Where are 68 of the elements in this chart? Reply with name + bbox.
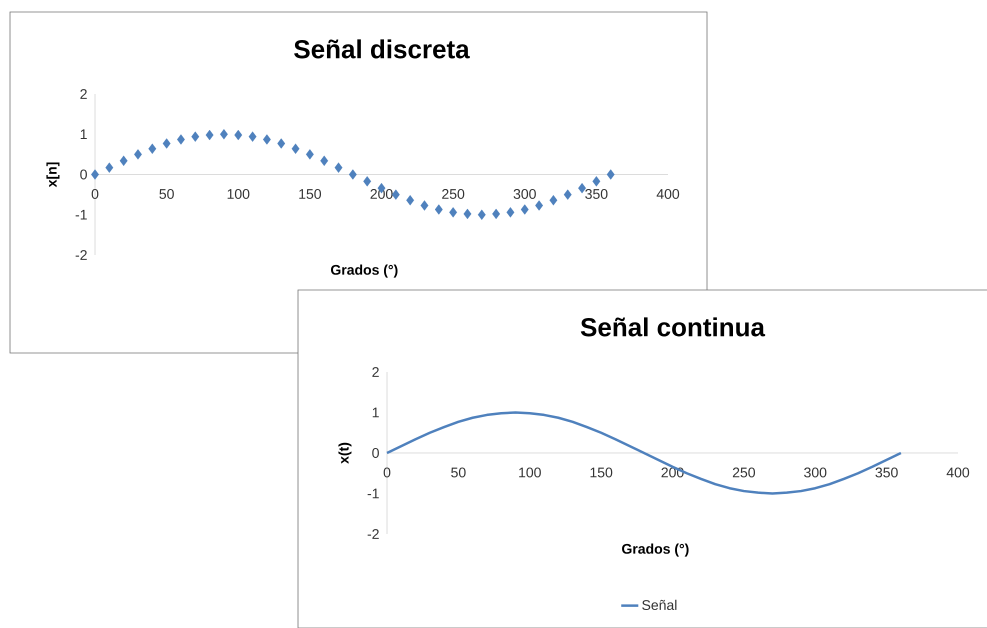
- point: [406, 195, 414, 206]
- point: [120, 156, 128, 166]
- point: [520, 204, 529, 215]
- point: [334, 162, 342, 173]
- x-tick-label: 0: [92, 189, 98, 199]
- point: [134, 149, 142, 160]
- x-axis-title: Grados (°): [622, 544, 689, 557]
- x-tick-label: 100: [228, 189, 250, 199]
- point: [177, 134, 185, 145]
- x-tick-label: 50: [159, 189, 174, 199]
- chart-title: Señal discreta: [294, 39, 470, 58]
- point: [292, 144, 300, 154]
- point: [234, 130, 242, 140]
- y-tick-label: -2: [76, 250, 87, 260]
- y-tick-label: -1: [368, 488, 379, 498]
- x-tick-label: 0: [384, 468, 390, 478]
- point: [492, 208, 500, 220]
- legend-label: Señal: [642, 600, 676, 610]
- y-axis-title: x(t): [338, 442, 352, 464]
- point: [363, 176, 372, 187]
- point: [464, 208, 472, 220]
- x-tick-label: 350: [585, 189, 608, 199]
- point: [148, 144, 156, 154]
- point: [191, 131, 200, 142]
- point: [91, 169, 99, 180]
- point: [105, 162, 114, 173]
- point: [306, 149, 314, 160]
- x-tick-label: 300: [514, 189, 536, 199]
- y-tick-label: 1: [80, 129, 87, 140]
- point: [220, 129, 228, 140]
- point: [348, 169, 357, 180]
- point: [449, 207, 458, 218]
- point: [248, 131, 257, 142]
- y-tick-label: 1: [372, 408, 379, 418]
- x-tick-label: 400: [656, 189, 680, 199]
- x-tick-label: 350: [875, 468, 898, 478]
- point: [420, 200, 428, 211]
- point: [564, 189, 572, 200]
- y-tick-label: 2: [372, 367, 379, 377]
- point: [262, 134, 271, 145]
- chart-title: Señal continua: [580, 317, 766, 336]
- y-tick-label: 0: [372, 448, 379, 458]
- point: [549, 195, 558, 206]
- point: [320, 156, 328, 166]
- point: [535, 200, 544, 211]
- x-tick-label: 100: [519, 468, 541, 478]
- x-axis-title: Grados (°): [330, 264, 398, 278]
- point: [478, 210, 486, 220]
- point: [162, 138, 171, 149]
- x-tick-label: 400: [946, 468, 970, 478]
- point: [277, 138, 286, 149]
- y-tick-label: -2: [368, 529, 379, 539]
- x-tick-label: 50: [451, 468, 466, 478]
- y-tick-label: -1: [76, 210, 87, 220]
- y-axis-title: x[n]: [46, 162, 60, 188]
- x-tick-label: 250: [732, 468, 756, 478]
- x-tick-label: 250: [442, 189, 464, 199]
- point: [206, 130, 214, 140]
- point: [506, 207, 514, 218]
- y-tick-label: 2: [80, 89, 87, 99]
- point: [434, 204, 443, 215]
- point: [578, 182, 586, 194]
- point: [606, 169, 615, 180]
- y-tick-label: 0: [80, 170, 87, 180]
- x-tick-label: 150: [299, 189, 322, 199]
- x-tick-label: 150: [590, 468, 612, 478]
- point: [592, 176, 600, 187]
- x-tick-label: 300: [804, 468, 826, 478]
